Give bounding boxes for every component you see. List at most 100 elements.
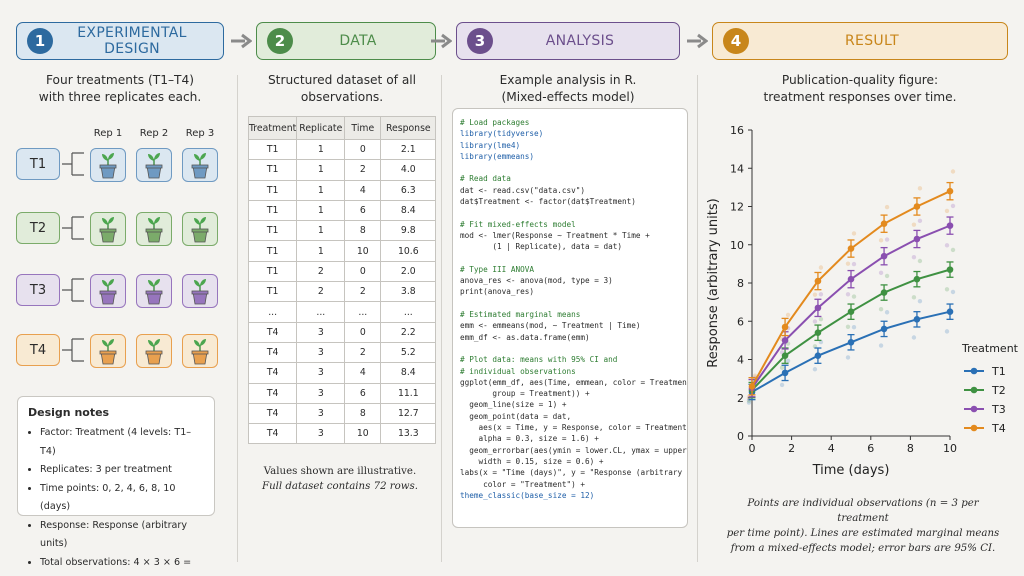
table-cell: 6 — [344, 199, 382, 222]
table-row: T1 1 8 9.8 — [247, 220, 437, 242]
code-line: group = Treatment)) + — [460, 389, 590, 399]
mean-point — [880, 325, 888, 333]
table-cell: 3 — [296, 341, 346, 364]
table-row: T1 2 0 2.0 — [247, 260, 437, 283]
code-line: # Plot data: means with 95% CI and — [460, 355, 618, 365]
observation-point — [911, 254, 917, 260]
observation-point — [812, 319, 818, 324]
code-line — [460, 343, 680, 354]
table-cell: T4 — [247, 402, 298, 425]
table-cell: 9.8 — [380, 220, 437, 242]
table-cell: 0 — [344, 321, 382, 343]
observation-point — [878, 343, 884, 348]
treatment-label: T1 — [16, 148, 60, 180]
table-cell: ... — [344, 301, 382, 323]
table-cell: 8.4 — [380, 362, 437, 384]
mean-point — [814, 277, 822, 285]
table-cell: 3 — [296, 423, 346, 445]
legend-entry: T1 — [991, 365, 1006, 378]
observation-point — [884, 237, 890, 242]
table-cell: 2 — [344, 281, 382, 303]
y-tick-label: 6 — [737, 315, 744, 328]
y-tick-label: 8 — [737, 277, 744, 290]
table-cell: 4 — [344, 362, 382, 384]
bracket-icon — [62, 216, 84, 240]
column-divider — [237, 75, 238, 562]
treatment-label: T3 — [16, 274, 60, 306]
design-notes-title: Design notes — [28, 406, 110, 419]
code-line — [460, 298, 680, 309]
observation-point — [944, 329, 950, 334]
mean-point — [781, 337, 789, 344]
step-2-header: 2 DATA — [256, 22, 436, 60]
code-line: # Fit mixed-effects model — [460, 219, 576, 229]
observation-point — [917, 218, 923, 224]
table-cell: 10 — [344, 240, 382, 262]
design-note: Total observations: 4 × 3 × 6 = 72 — [40, 554, 204, 576]
design-note: Factor: Treatment (4 levels: T1–T4) — [40, 424, 204, 461]
code-line: anova_res <- anova(mod, type = 3) — [460, 276, 613, 286]
code-line: # individual observations — [460, 366, 576, 376]
observation-point — [950, 247, 956, 253]
mean-point — [913, 235, 921, 243]
mean-point — [814, 304, 822, 312]
code-line: geom_errorbar(aes(ymin = lower.CL, ymax … — [460, 445, 688, 455]
mean-point — [913, 203, 921, 210]
code-line: # Read data — [460, 174, 511, 184]
table-row: T4 3 0 2.2 — [247, 321, 437, 343]
table-cell: ... — [296, 301, 346, 323]
data-note: Values shown are illustrative. Full data… — [262, 466, 418, 492]
step-1-header: 1 EXPERIMENTAL DESIGN — [16, 22, 224, 60]
observation-point — [818, 265, 824, 270]
observation-point — [845, 292, 851, 297]
mean-point — [913, 316, 921, 323]
mean-point — [880, 220, 888, 228]
table-body: T1 1 0 2.1 T1 1 2 4.0 T1 1 4 6.3 T1 1 6 8.4 T1 1 8 9.8 T1 1 10… — [247, 138, 437, 445]
table-row: T4 3 4 8.4 — [247, 362, 437, 384]
table-cell: 11.1 — [380, 382, 437, 404]
code-line: # Load packages — [460, 118, 530, 127]
observation-point — [884, 273, 890, 279]
table-cell: 0 — [344, 260, 382, 283]
analysis-subtitle: Example analysis in R. (Mixed-effects mo… — [499, 73, 637, 104]
table-row: T1 1 6 8.4 — [247, 199, 437, 222]
mean-point — [946, 187, 954, 195]
table-cell: T1 — [247, 281, 298, 303]
arrow-right-icon — [231, 33, 252, 49]
table-cell: T1 — [247, 179, 298, 201]
mean-point — [847, 245, 855, 252]
column-header: Time — [344, 116, 382, 140]
code-line: library(tidyverse) — [460, 129, 544, 139]
x-tick-label: 4 — [828, 442, 835, 455]
observation-point — [911, 335, 917, 340]
code-line: emm <- emmeans(mod, ~ Treatment | Time) — [460, 321, 641, 331]
observation-point — [779, 365, 785, 370]
table-cell: T1 — [247, 159, 298, 181]
plant-pot-icon — [90, 274, 126, 308]
code-line: library(emmeans) — [460, 151, 535, 161]
observation-point — [911, 295, 917, 300]
step-4-header: 4 RESULT — [712, 22, 1008, 60]
code-line: # Type III ANOVA — [460, 264, 535, 274]
mean-point — [913, 275, 921, 283]
observation-point — [917, 186, 923, 191]
data-subtitle: Structured dataset of all observations. — [267, 73, 417, 104]
rep-label: Rep 1 — [93, 128, 123, 139]
table-cell: 2 — [344, 159, 382, 181]
step-3-title: ANALYSIS — [545, 33, 615, 49]
legend-entry: T2 — [991, 384, 1006, 397]
plant-pot-icon — [136, 148, 172, 182]
column-header: Treatment — [247, 116, 298, 140]
table-cell: T1 — [247, 240, 298, 262]
observation-point — [950, 203, 956, 209]
rep-label: Rep 2 — [139, 128, 169, 139]
observation-point — [746, 400, 752, 405]
observation-point — [851, 231, 857, 236]
plant-pot-icon — [182, 212, 218, 246]
code-line: theme_classic(base_size = 12) — [460, 490, 595, 500]
plant-pot-icon — [182, 274, 218, 308]
table-cell: 3 — [296, 321, 346, 343]
table-cell: 6 — [344, 382, 382, 404]
table-cell: ... — [380, 301, 437, 323]
data-table: Treatment Replicate Time Response T1 1 0 2.… — [247, 116, 437, 445]
